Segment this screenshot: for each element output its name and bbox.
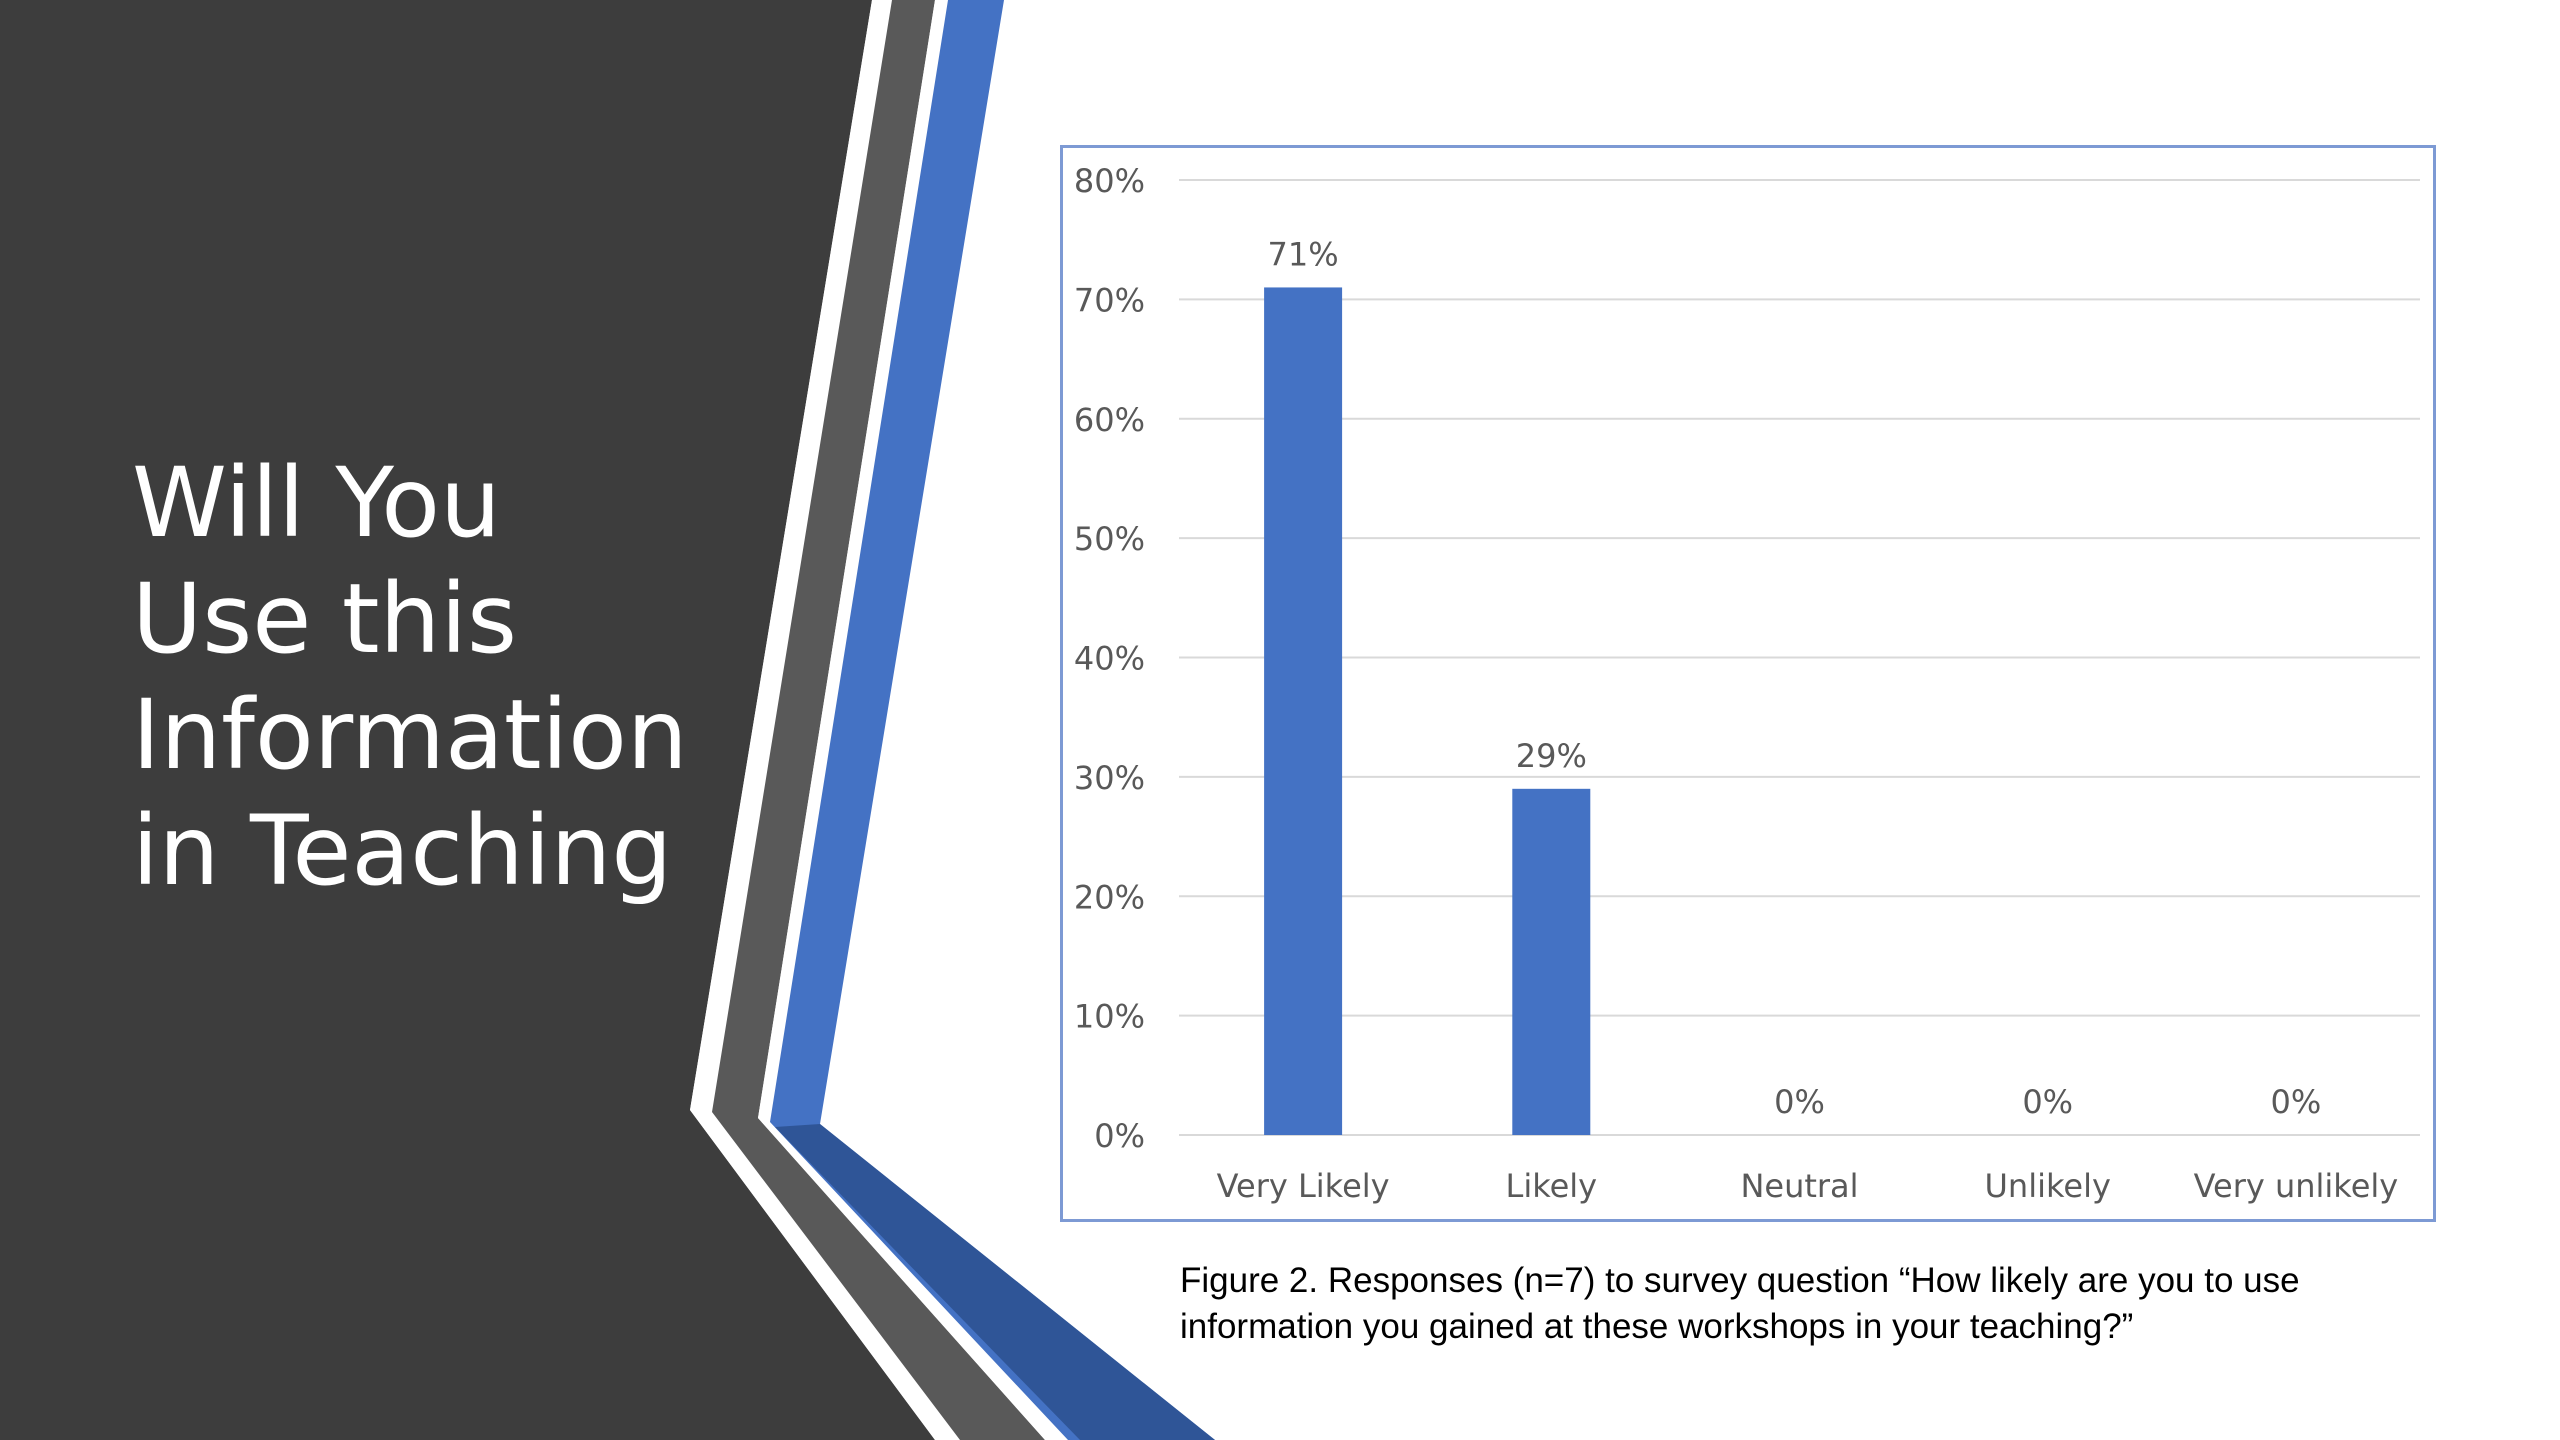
y-tick-label: 60% bbox=[1074, 401, 1145, 439]
chart-data-labels: 71% 29% 0% 0% 0% bbox=[1268, 235, 2322, 1121]
y-tick-label: 0% bbox=[1094, 1117, 1145, 1155]
y-axis-ticks: 0% 10% 20% 30% 40% 50% 60% 70% 80% bbox=[1074, 162, 1145, 1155]
bar-likely bbox=[1512, 788, 1591, 1135]
caption-line-2: information you gained at these workshop… bbox=[1180, 1307, 2134, 1346]
y-tick-label: 70% bbox=[1074, 281, 1145, 319]
x-axis-categories: Very Likely Likely Neutral Unlikely Very unl… bbox=[1217, 1167, 2399, 1205]
slide-title: Will You Use this Information in Teachin… bbox=[132, 445, 732, 909]
slide-title-line-3: Information bbox=[132, 679, 688, 791]
data-label: 29% bbox=[1516, 737, 1587, 775]
figure-caption: Figure 2. Responses (n=7) to survey ques… bbox=[1180, 1258, 2480, 1350]
data-label: 0% bbox=[2022, 1083, 2073, 1121]
slide-title-line-4: in Teaching bbox=[132, 795, 673, 907]
data-label: 71% bbox=[1268, 235, 1339, 273]
y-tick-label: 50% bbox=[1074, 520, 1145, 558]
bar-chart: 0%10%20%30%40%50%60%70%80% 71%29%0% 0% 0% … bbox=[1074, 162, 2420, 1205]
y-tick-label: 10% bbox=[1074, 998, 1145, 1036]
gray-stripe bbox=[712, 0, 1045, 1440]
data-label: 0% bbox=[2271, 1083, 2322, 1121]
y-tick-label: 80% bbox=[1074, 162, 1145, 200]
x-category-label: Likely bbox=[1505, 1167, 1597, 1205]
dark-blue-chevron-tail bbox=[775, 1124, 1215, 1440]
data-label: 0% bbox=[1774, 1083, 1825, 1121]
chart-gridlines bbox=[1179, 179, 2420, 1136]
y-tick-label: 20% bbox=[1074, 878, 1145, 916]
white-stripe bbox=[690, 0, 960, 1440]
slide-title-line-2: Use this bbox=[132, 563, 518, 675]
blue-stripe bbox=[770, 0, 1215, 1440]
x-category-label: Unlikely bbox=[1985, 1167, 2111, 1205]
dark-background-panel bbox=[0, 0, 935, 1440]
x-category-label: Very unlikely bbox=[2194, 1167, 2399, 1205]
y-tick-label: 30% bbox=[1074, 759, 1145, 797]
caption-line-1: Figure 2. Responses (n=7) to survey ques… bbox=[1180, 1261, 2300, 1300]
chart-bars bbox=[1264, 287, 1591, 1135]
x-category-label: Neutral bbox=[1740, 1167, 1858, 1205]
y-tick-label: 40% bbox=[1074, 640, 1145, 678]
bar-very-likely bbox=[1264, 287, 1343, 1135]
slide-title-line-1: Will You bbox=[132, 447, 501, 559]
x-category-label: Very Likely bbox=[1217, 1167, 1390, 1205]
